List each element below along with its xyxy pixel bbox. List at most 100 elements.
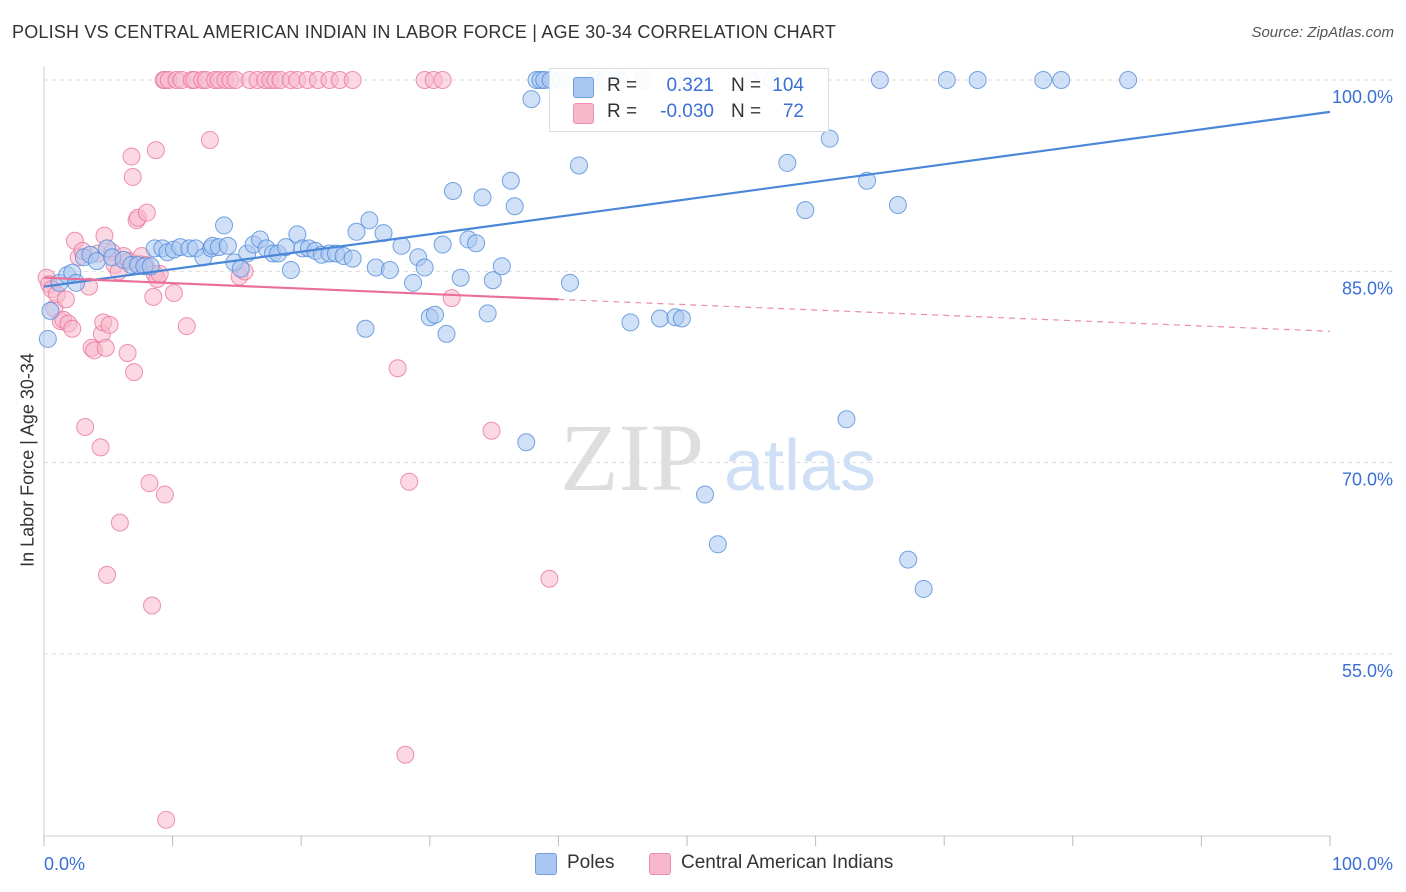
legend-row-poles: R = 0.321 N = 104 <box>550 74 828 100</box>
correlation-legend: R = 0.321 N = 104 R = -0.030 N = 72 <box>549 68 829 132</box>
y-tick-label: 85.0% <box>1342 278 1393 298</box>
x-tick-label: 100.0% <box>1332 854 1393 874</box>
poles-point <box>858 171 877 190</box>
poles-point <box>360 211 379 230</box>
x-tick-label: 0.0% <box>44 854 85 874</box>
central-american-indians-point <box>164 284 183 303</box>
central-american-indians-point <box>122 147 141 166</box>
poles-point <box>569 156 588 175</box>
poles-point <box>560 273 579 292</box>
poles-trend-line <box>43 110 1331 288</box>
poles-point <box>404 273 423 292</box>
central-american-indians-point <box>118 343 137 362</box>
central-american-indians-point <box>91 438 110 457</box>
y-tick-label: 55.0% <box>1342 661 1393 681</box>
central-american-indians-point <box>140 474 159 493</box>
poles-point <box>517 433 536 452</box>
r-value: -0.030 <box>660 101 714 122</box>
legend-label-central-american-indians: Central American Indians <box>681 852 894 873</box>
central-american-indians-point <box>155 485 174 504</box>
central-american-indians-point <box>540 569 559 588</box>
poles-point <box>968 71 987 89</box>
poles-point <box>501 171 520 190</box>
poles-point <box>937 71 956 89</box>
central-american-indians-point <box>482 421 501 440</box>
central-american-indians-point <box>146 141 165 160</box>
legend-swatch-central-american-indians <box>649 853 671 875</box>
watermark-atlas: atlas <box>724 426 876 506</box>
poles-point <box>41 301 60 320</box>
legend-label-poles: Poles <box>567 852 615 873</box>
legend-row-central-american-indians: R = -0.030 N = 72 <box>550 100 828 126</box>
poles-point <box>888 196 907 215</box>
central-american-indians-point <box>442 289 461 308</box>
poles-point <box>899 550 918 569</box>
central-american-indians-trend-line <box>43 276 559 301</box>
poles-point <box>473 188 492 207</box>
poles-point <box>696 485 715 504</box>
poles-point <box>443 181 462 200</box>
central-american-indians-point <box>96 338 115 357</box>
poles-point <box>505 197 524 216</box>
poles-point <box>343 249 362 268</box>
source-label: Source: ZipAtlas.com <box>1251 24 1394 41</box>
poles-point <box>483 271 502 290</box>
poles-point <box>1119 71 1138 89</box>
poles-point <box>215 216 234 235</box>
poles-point <box>218 236 237 255</box>
central-american-indians-trend-extension <box>558 298 1331 332</box>
n-label: N = <box>731 75 762 96</box>
poles-point <box>650 309 669 328</box>
poles-point <box>492 257 511 276</box>
poles-point <box>415 258 434 277</box>
central-american-indians-point <box>143 596 162 615</box>
r-label: R = <box>607 75 638 96</box>
legend-swatch-central-american-indians <box>573 103 594 124</box>
poles-point <box>380 261 399 280</box>
y-tick-label: 100.0% <box>1332 87 1393 107</box>
central-american-indians-point <box>144 287 163 306</box>
central-american-indians-point <box>110 513 129 532</box>
central-american-indians-point <box>137 203 156 222</box>
trend-lines <box>43 110 1331 332</box>
central-american-indians-point <box>157 810 176 829</box>
poles-point <box>778 153 797 172</box>
r-label: R = <box>607 101 638 122</box>
legend-swatch-poles <box>573 77 594 98</box>
n-value: 104 <box>772 75 804 96</box>
poles-point <box>522 90 541 109</box>
poles-point <box>467 234 486 253</box>
central-american-indians-point <box>396 745 415 764</box>
central-american-indians-point <box>56 290 75 309</box>
central-american-indians-point <box>388 359 407 378</box>
central-american-indians-point <box>63 319 82 338</box>
central-american-indians-point <box>343 71 362 89</box>
poles-point <box>796 201 815 220</box>
watermark-zip: ZIP <box>560 404 704 511</box>
r-value: 0.321 <box>666 75 714 96</box>
y-axis-label: In Labor Force | Age 30-34 <box>17 353 38 567</box>
poles-point <box>433 235 452 254</box>
y-tick-label: 70.0% <box>1342 470 1393 490</box>
poles-point <box>1052 71 1071 89</box>
central-american-indians-point <box>177 317 196 336</box>
poles-point <box>708 535 727 554</box>
poles-point <box>425 305 444 324</box>
series-poles-points <box>38 71 1138 598</box>
axes <box>43 66 1331 846</box>
poles-point <box>870 71 889 89</box>
poles-point <box>1034 71 1053 89</box>
central-american-indians-point <box>200 130 219 149</box>
central-american-indians-point <box>400 472 419 491</box>
n-label: N = <box>731 101 762 122</box>
series-central-american-indians-points <box>37 71 559 829</box>
poles-point <box>451 268 470 287</box>
watermark: ZIP atlas <box>560 404 876 511</box>
poles-point <box>347 222 366 241</box>
poles-point <box>281 261 300 280</box>
central-american-indians-point <box>76 417 95 436</box>
poles-point <box>38 329 57 348</box>
poles-point <box>621 313 640 332</box>
poles-point <box>356 319 375 338</box>
